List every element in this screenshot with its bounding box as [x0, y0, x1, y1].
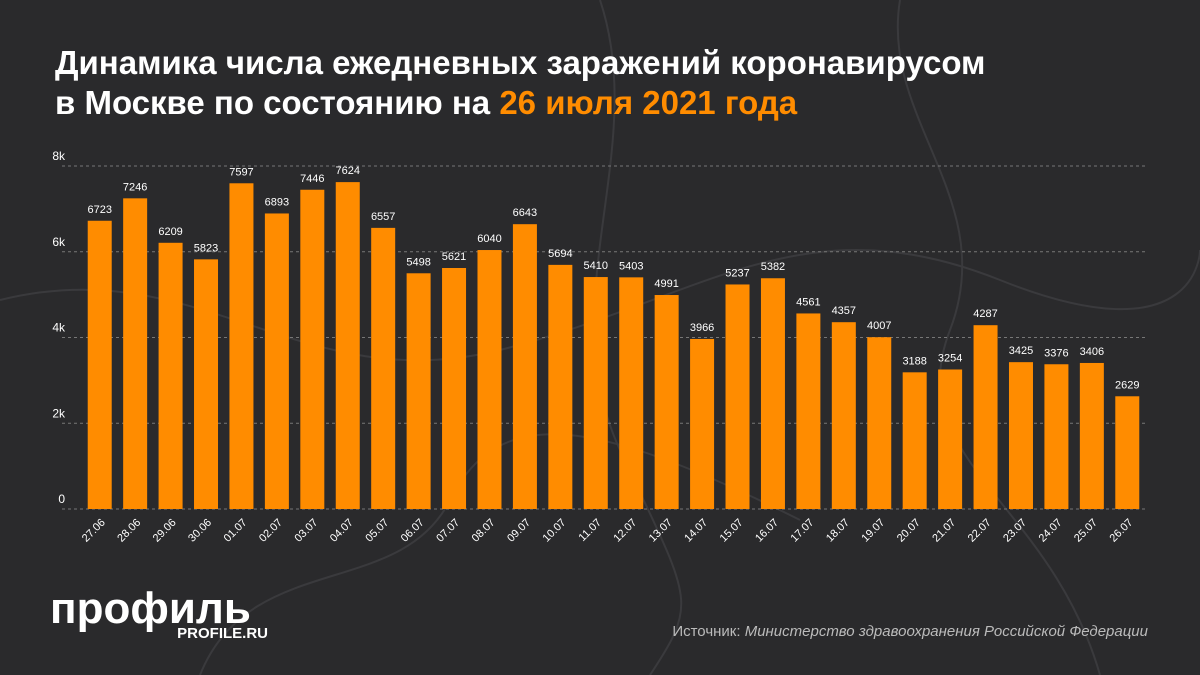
- bar: [1008, 362, 1033, 509]
- bar: [406, 273, 431, 509]
- value-label: 7624: [336, 165, 360, 177]
- chart-title: Динамика числа ежедневных заражений коро…: [55, 44, 985, 121]
- logo: профиль: [50, 584, 251, 633]
- value-label: 5498: [406, 256, 430, 268]
- value-label: 3425: [1009, 345, 1033, 357]
- bar: [1115, 396, 1140, 509]
- value-label: 6723: [87, 204, 111, 216]
- value-label: 4007: [867, 320, 891, 332]
- bar: [158, 242, 183, 509]
- bar: [1044, 364, 1069, 509]
- value-label: 6893: [265, 196, 289, 208]
- value-label: 4357: [832, 305, 856, 317]
- bar: [725, 284, 750, 509]
- value-label: 3376: [1044, 347, 1068, 359]
- title-date: 26 июля 2021 года: [499, 84, 797, 121]
- bar: [300, 189, 325, 509]
- source-label: Источник:: [672, 623, 740, 640]
- bar: [583, 277, 608, 509]
- value-label: 5403: [619, 260, 643, 272]
- value-label: 3188: [902, 355, 926, 367]
- bar: [1079, 362, 1104, 509]
- value-label: 4561: [796, 296, 820, 308]
- bar: [194, 259, 219, 509]
- bar: [87, 220, 112, 509]
- logo-url: PROFILE.RU: [177, 625, 268, 642]
- value-label: 7246: [123, 181, 147, 193]
- bar: [477, 250, 502, 509]
- bar: [512, 224, 537, 509]
- value-label: 5410: [584, 260, 608, 272]
- bar: [371, 227, 396, 509]
- y-tick-label: 6k: [52, 235, 66, 249]
- y-tick-label: 0: [58, 492, 65, 506]
- bar: [902, 372, 927, 509]
- bar: [335, 182, 360, 509]
- bar: [760, 278, 785, 509]
- title-text: Динамика числа ежедневных заражений коро…: [55, 44, 985, 121]
- value-label: 6643: [513, 207, 537, 219]
- bar: [442, 267, 467, 509]
- value-label: 2629: [1115, 379, 1139, 391]
- y-tick-label: 8k: [52, 149, 66, 163]
- source-text: Министерство здравоохранения Российской …: [745, 623, 1149, 640]
- value-label: 5823: [194, 242, 218, 254]
- bar: [654, 295, 679, 509]
- value-label: 5694: [548, 248, 572, 260]
- value-label: 6040: [477, 233, 501, 245]
- value-label: 3254: [938, 352, 962, 364]
- bar: [123, 198, 148, 509]
- value-label: 5621: [442, 251, 466, 263]
- bar: [229, 183, 254, 509]
- value-label: 5382: [761, 261, 785, 273]
- bar: [796, 313, 821, 509]
- bar: [867, 337, 892, 509]
- value-label: 4991: [654, 278, 678, 290]
- value-label: 3406: [1080, 346, 1104, 358]
- value-label: 7597: [229, 166, 253, 178]
- y-tick-label: 4k: [52, 321, 66, 335]
- value-label: 3966: [690, 322, 714, 334]
- value-label: 7446: [300, 173, 324, 185]
- y-tick-label: 2k: [52, 406, 66, 420]
- bar: [690, 338, 715, 509]
- bar: [264, 213, 289, 509]
- value-label: 6209: [158, 226, 182, 238]
- bar: [831, 322, 856, 509]
- value-label: 6557: [371, 211, 395, 223]
- bar: [938, 369, 963, 509]
- bar: [548, 264, 573, 509]
- bar: [973, 325, 998, 509]
- bar: [619, 277, 644, 509]
- value-label: 4287: [973, 308, 997, 320]
- source: Источник: Министерство здравоохранения Р…: [672, 623, 1148, 640]
- value-label: 5237: [725, 267, 749, 279]
